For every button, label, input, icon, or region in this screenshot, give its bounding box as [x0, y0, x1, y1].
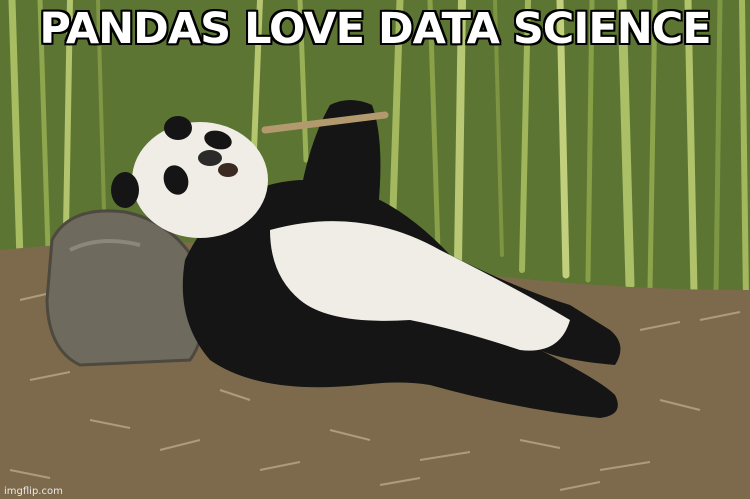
imgflip-watermark: imgflip.com: [4, 486, 63, 497]
leaf-litter: [9, 291, 741, 491]
meme-caption: PANDAS LOVE DATA SCIENCE: [39, 4, 711, 54]
bamboo-stick: [261, 111, 389, 134]
bamboo-stalks: [8, 0, 749, 303]
panda-figure: [111, 100, 621, 418]
